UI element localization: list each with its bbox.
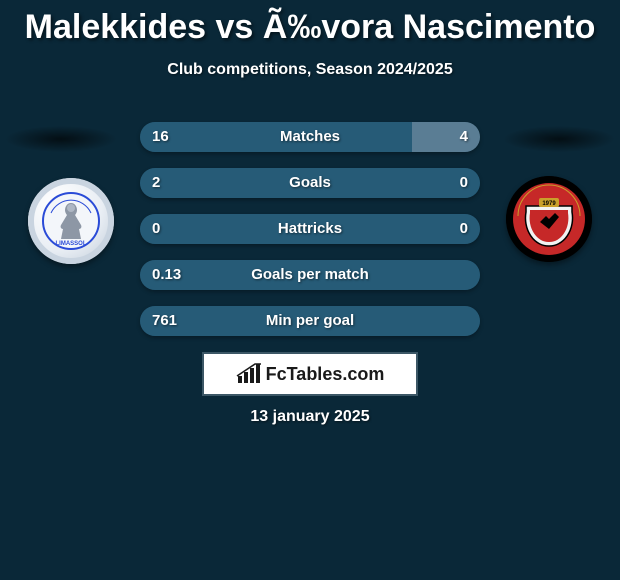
- stat-bar-left: [140, 260, 480, 290]
- stat-row: 16Matches4: [140, 122, 480, 152]
- brand-text: FcTables.com: [266, 364, 385, 385]
- stat-row: 0Hattricks0: [140, 214, 480, 244]
- team-badge-right: 1979: [506, 176, 592, 262]
- badge-shadow-right: [504, 126, 614, 152]
- page-subtitle: Club competitions, Season 2024/2025: [0, 61, 620, 79]
- brand-badge: FcTables.com: [202, 352, 418, 396]
- karmiotissa-crest-icon: 1979: [506, 176, 592, 262]
- stat-bar-left: [140, 214, 480, 244]
- stat-row: 0.13Goals per match: [140, 260, 480, 290]
- team-badge-left: LIMASSOL: [28, 178, 114, 264]
- stat-bar-left: [140, 306, 480, 336]
- svg-text:1979: 1979: [542, 201, 556, 207]
- snapshot-date: 13 january 2025: [0, 408, 620, 426]
- bar-chart-icon: [236, 363, 262, 385]
- badge-ring: [28, 178, 114, 264]
- comparison-card: Malekkides vs Ã‰vora Nascimento Club com…: [0, 0, 620, 580]
- stat-bar-left: [140, 122, 412, 152]
- stats-panel: 16Matches4 2Goals0 0Hattricks0 0.13Goals pe…: [140, 122, 480, 352]
- badge-shadow-left: [6, 126, 116, 152]
- stat-row: 761Min per goal: [140, 306, 480, 336]
- stat-bar-right: [412, 122, 480, 152]
- page-title: Malekkides vs Ã‰vora Nascimento: [0, 0, 620, 47]
- stat-row: 2Goals0: [140, 168, 480, 198]
- stat-bar-left: [140, 168, 480, 198]
